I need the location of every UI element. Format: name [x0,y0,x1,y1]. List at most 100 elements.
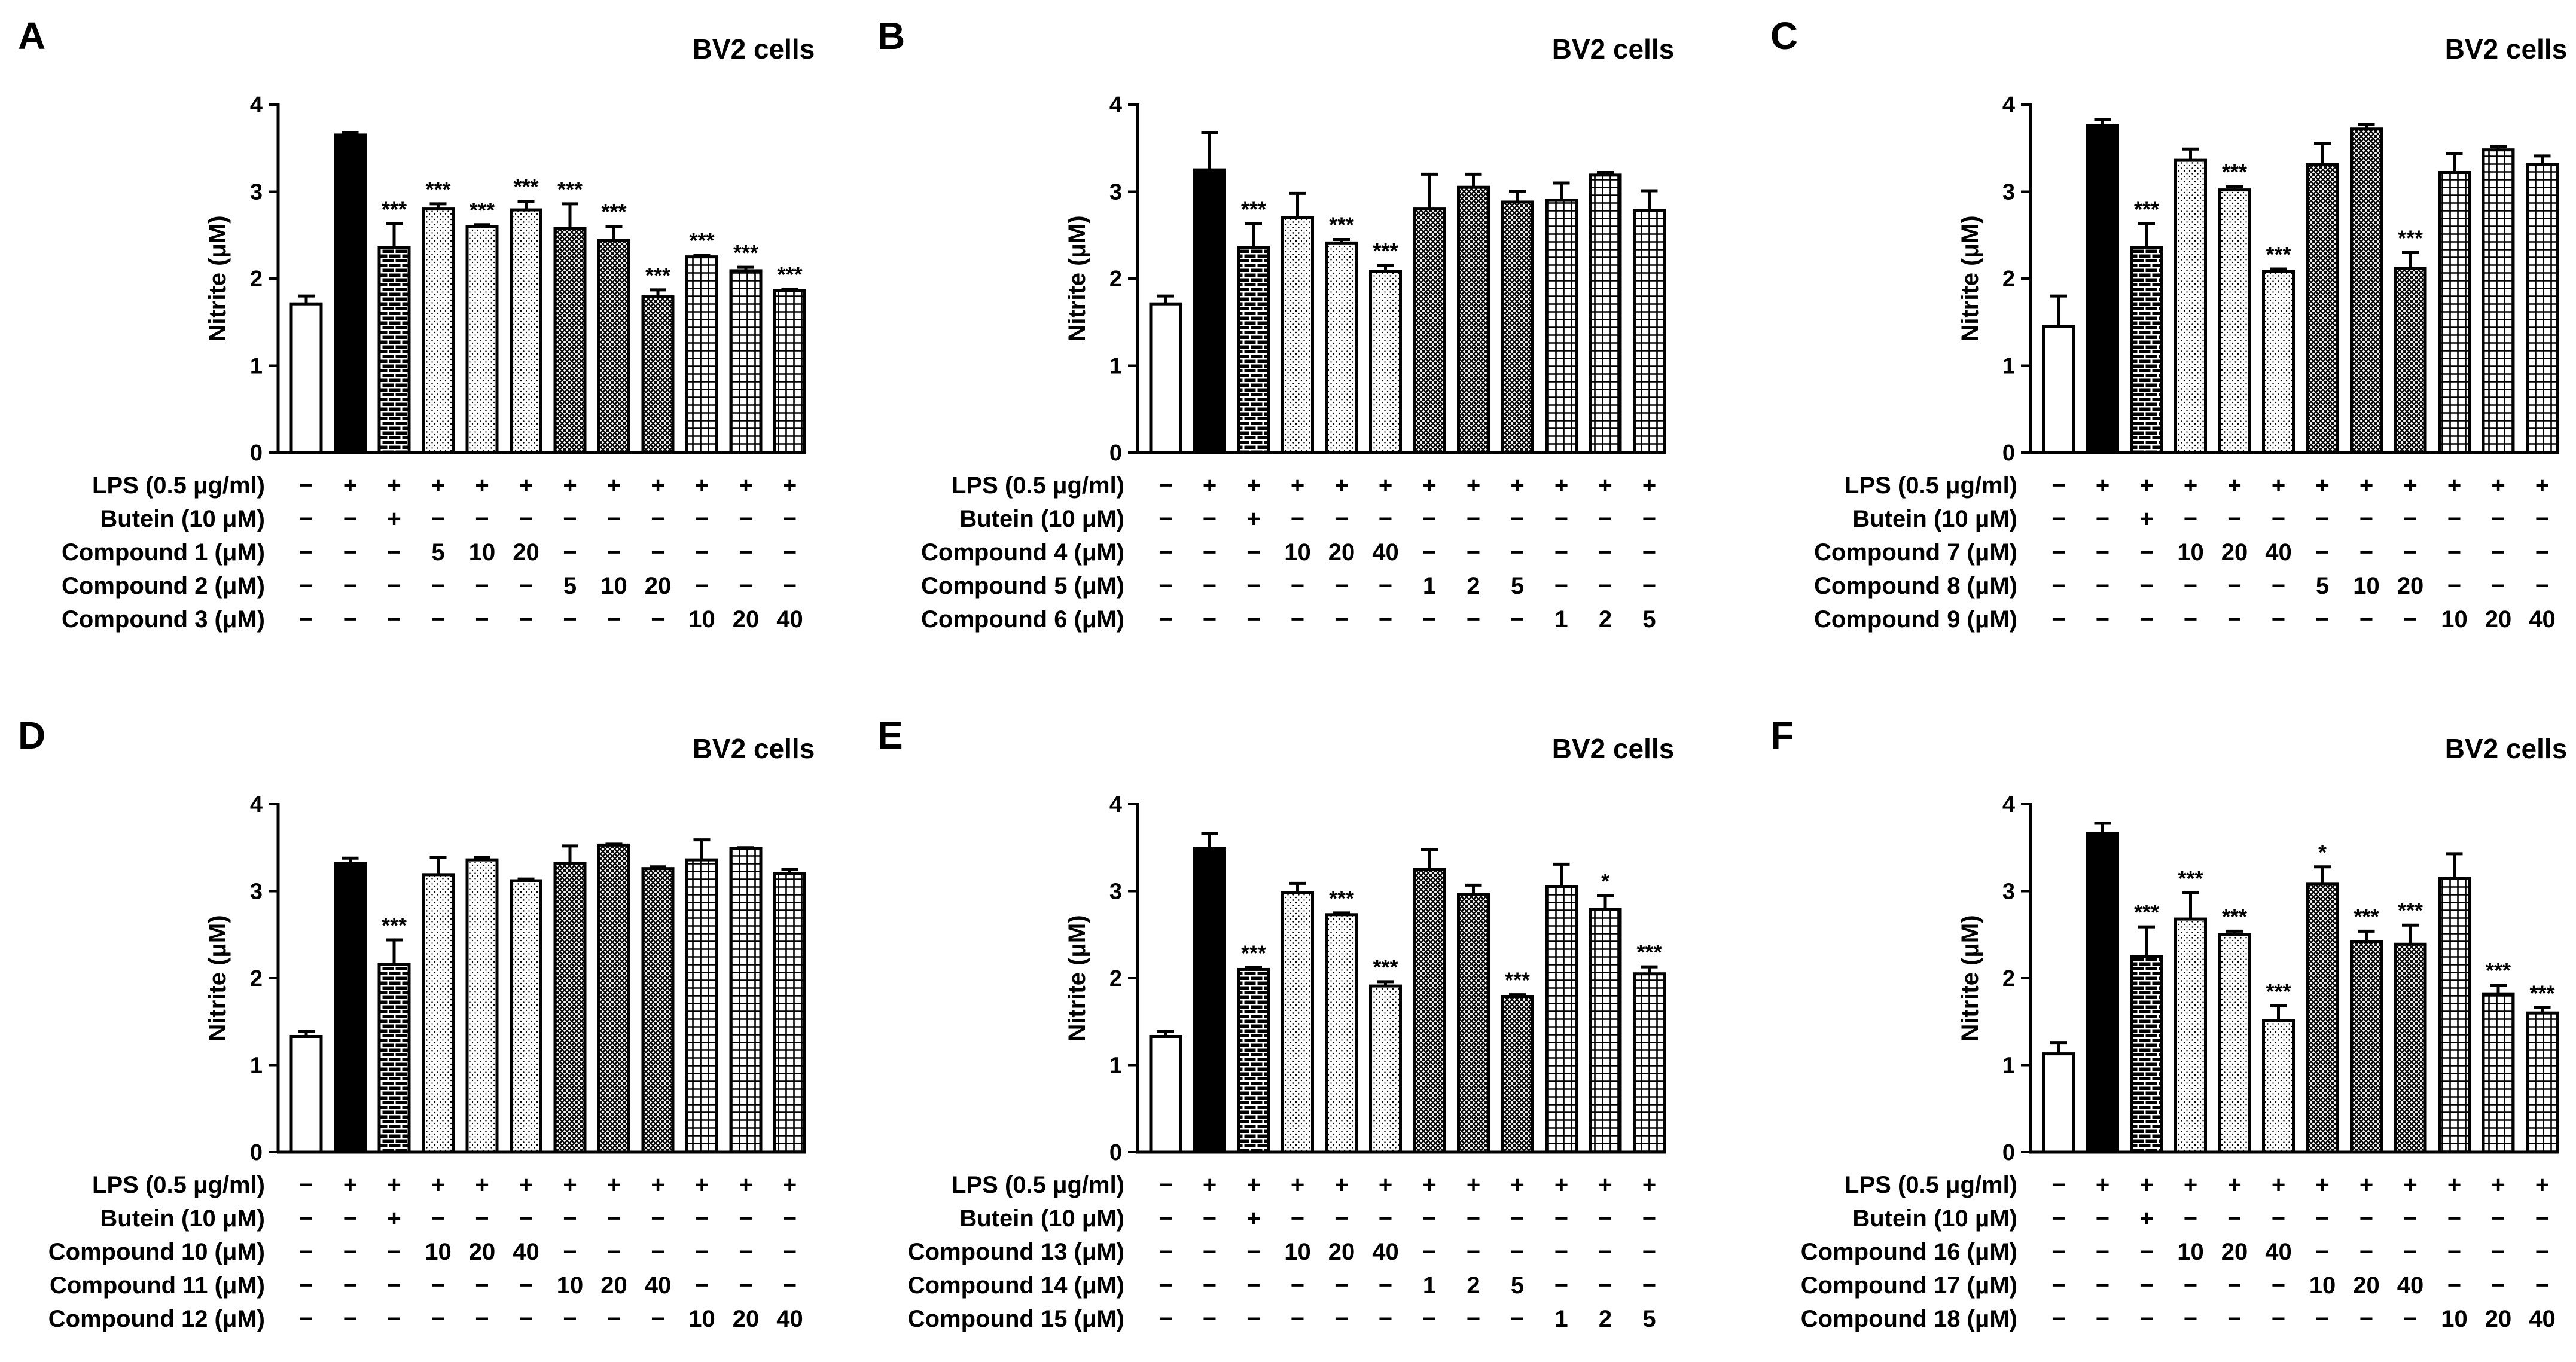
condition-value: − [343,506,357,532]
condition-value: + [519,472,533,499]
bar [2306,163,2339,454]
condition-value: + [1334,472,1348,499]
condition-value: − [2403,1205,2417,1232]
condition-value: + [387,1172,401,1198]
condition-value: − [519,606,533,633]
bar [2350,940,2383,1154]
condition-value: 2 [1599,606,1612,633]
condition-value: + [1510,1172,1524,1198]
condition-value: + [2227,1172,2241,1198]
bar [597,843,630,1154]
condition-value: + [1422,1172,1436,1198]
bar [1369,270,1402,454]
y-tick-label: 1 [1109,354,1122,379]
chart-panel-a: A BV2 cells 0 1 2 3 4 Nitrite (μM) *** *** *** *** *… [18,14,815,633]
condition-value: + [387,506,401,532]
condition-value: − [475,1272,489,1299]
condition-value: 10 [2177,539,2204,566]
condition-value: − [343,1239,357,1265]
significance-label: *** [382,197,407,221]
y-tick-label: 2 [250,267,263,292]
bar [1413,868,1446,1154]
condition-value: + [651,1172,664,1198]
bar [2482,148,2515,454]
condition-value: − [1510,606,1524,633]
significance-label: *** [2398,898,2423,923]
condition-value: − [2051,1239,2065,1265]
condition-value: − [519,1306,533,1332]
condition-value: − [2403,606,2417,633]
bar [1413,207,1446,454]
condition-value: − [1422,1205,1436,1232]
bar [2306,882,2339,1154]
y-tick-label: 3 [1109,180,1122,205]
bar [2042,1052,2075,1154]
condition-value: − [2096,1239,2109,1265]
condition-value: + [2184,1172,2197,1198]
significance-label: *** [2134,197,2159,221]
bar [465,225,499,454]
bar [1501,995,1534,1154]
condition-label: Compound 13 (μM) [908,1239,1124,1265]
condition-value: − [1598,573,1612,599]
condition-value: + [2491,1172,2505,1198]
condition-value: − [2272,1205,2285,1232]
condition-value: 40 [2529,1306,2556,1332]
condition-value: − [519,1272,533,1299]
bar [1149,302,1182,454]
condition-label: Butein (10 μM) [959,506,1124,532]
condition-value: + [2139,506,2153,532]
condition-value: + [2403,472,2417,499]
condition-value: − [2491,1239,2505,1265]
condition-value: − [651,606,664,633]
condition-value: − [431,606,445,633]
condition-value: − [2535,573,2549,599]
condition-value: − [695,1272,709,1299]
condition-value: 10 [1284,1239,1311,1265]
condition-value: − [2359,1205,2373,1232]
condition-label: Compound 4 (μM) [921,539,1124,566]
condition-value: − [1291,1272,1304,1299]
bar [2086,832,2119,1154]
significance-label: *** [2222,160,2247,184]
condition-value: − [343,1272,357,1299]
condition-value: + [431,472,445,499]
condition-value: 10 [688,1306,715,1332]
condition-value: − [783,1272,797,1299]
condition-value: 10 [425,1239,452,1265]
chart-title: BV2 cells [1552,33,1675,65]
condition-label: LPS (0.5 μg/ml) [952,1172,1124,1198]
condition-value: + [2272,1172,2285,1198]
condition-value: − [2447,573,2461,599]
condition-value: + [387,1205,401,1232]
condition-value: + [695,472,709,499]
condition-value: − [2184,1306,2197,1332]
condition-value: − [1203,1306,1217,1332]
condition-label: Compound 2 (μM) [62,573,265,599]
condition-value: − [1510,1205,1524,1232]
bar [2350,127,2383,454]
bar [553,227,587,454]
bar [553,862,587,1154]
condition-value: − [1246,1272,1260,1299]
condition-value: − [783,539,797,566]
condition-value: + [783,472,797,499]
condition-value: − [2227,1306,2241,1332]
condition-value: + [2447,1172,2461,1198]
condition-value: − [2535,1272,2549,1299]
condition-value: 40 [2265,539,2292,566]
condition-label: LPS (0.5 μg/ml) [92,472,265,499]
condition-value: + [695,1172,709,1198]
condition-value: 40 [2265,1239,2292,1265]
condition-value: − [695,506,709,532]
condition-value: − [1598,1239,1612,1265]
condition-value: − [783,1239,797,1265]
condition-value: − [2359,1239,2373,1265]
condition-value: − [1642,573,1656,599]
condition-value: − [1379,506,1392,532]
condition-label: Butein (10 μM) [100,1205,265,1232]
condition-value: − [739,1239,752,1265]
significance-label: *** [1329,886,1354,911]
bar [1633,209,1666,454]
condition-value: − [607,539,621,566]
